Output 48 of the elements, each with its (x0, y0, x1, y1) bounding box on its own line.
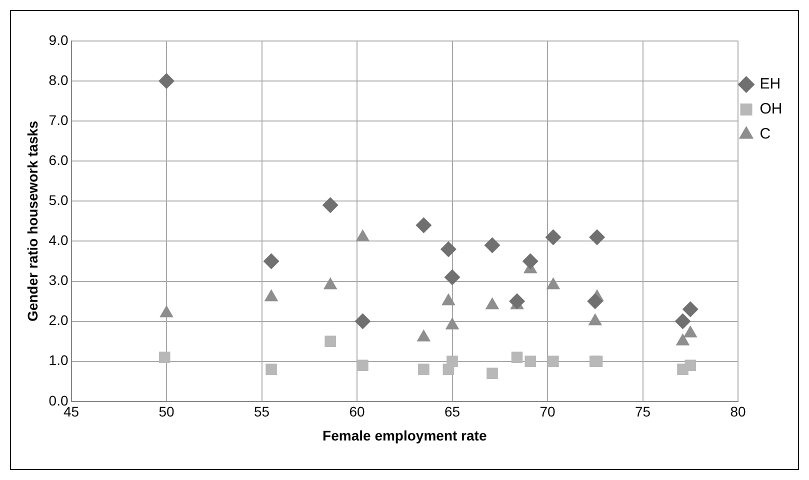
point (524, 356, 536, 368)
point (545, 229, 562, 246)
point (587, 293, 604, 310)
y-tick-label: 1.0 (48, 352, 68, 368)
point (416, 217, 432, 234)
point (589, 229, 606, 246)
y-tick-label: 6.0 (48, 152, 68, 168)
point (440, 241, 456, 258)
y-axis-title: Gender ratio housework tasks (24, 120, 40, 322)
point (322, 197, 338, 214)
y-tick-label: 0.0 (48, 392, 68, 408)
x-tick-label: 75 (634, 404, 651, 420)
x-axis-title: Female employment rate (322, 427, 487, 444)
y-tick-label: 3.0 (48, 272, 68, 288)
x-tick-label: 55 (254, 404, 270, 420)
point (357, 360, 368, 372)
legend-label: EH (760, 76, 781, 93)
x-tick-label: 80 (730, 404, 746, 420)
point (324, 336, 336, 347)
point (509, 293, 526, 310)
point (158, 352, 170, 364)
point (511, 352, 523, 364)
point (444, 269, 460, 286)
y-tick-label: 8.0 (48, 72, 68, 88)
x-tick-label: 50 (158, 404, 175, 420)
y-tick-label: 2.0 (48, 312, 68, 328)
point (446, 356, 458, 368)
y-tick-label: 9.0 (48, 32, 68, 48)
legend-label: C (760, 126, 771, 143)
point (158, 73, 175, 90)
point (522, 253, 538, 270)
point (684, 360, 696, 372)
point (674, 313, 691, 330)
y-tick-label: 4.0 (48, 232, 68, 248)
point (682, 301, 698, 318)
point (484, 237, 500, 254)
x-tick-label: 65 (444, 404, 460, 420)
legend-label: OH (760, 100, 782, 118)
x-tick-label: 60 (349, 404, 366, 420)
point (418, 364, 430, 376)
point (354, 313, 371, 330)
y-tick-label: 7.0 (48, 112, 68, 128)
point (263, 253, 280, 270)
point (266, 364, 277, 376)
x-tick-label: 70 (540, 404, 556, 420)
point (486, 368, 498, 380)
point (548, 356, 559, 368)
y-tick-label: 5.0 (48, 192, 68, 208)
